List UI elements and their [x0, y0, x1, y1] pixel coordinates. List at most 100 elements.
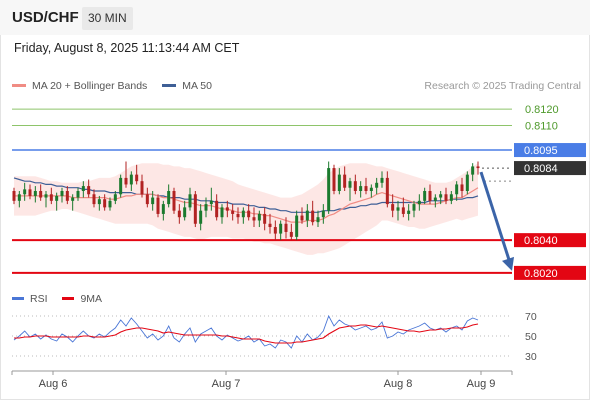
level-tag-label-support: 0.8040: [524, 235, 558, 247]
candle-body: [439, 194, 443, 198]
timeframe-button[interactable]: 30 MIN: [82, 7, 133, 30]
candle-body: [449, 194, 453, 201]
candle-body: [268, 223, 272, 228]
x-tick-label: Aug 6: [39, 378, 68, 390]
symbol-title: USD/CHF: [12, 9, 79, 26]
datetime-text: Friday, August 8, 2025 11:13:44 AM CET: [14, 41, 240, 55]
rsi-legend: RSI 9MA: [12, 293, 102, 305]
level-tag-support: [514, 265, 586, 280]
candle-body: [396, 207, 400, 211]
candle-body: [465, 174, 469, 191]
x-tick-label: Aug 7: [212, 378, 241, 390]
projection-arrow-shaft: [479, 171, 512, 264]
legend-label-rsi: RSI: [30, 293, 48, 305]
candle-body: [28, 189, 32, 196]
candle-body: [193, 194, 197, 224]
rsi-tick-label: 30: [525, 351, 537, 363]
candle-body: [332, 168, 336, 191]
candle-body: [343, 174, 347, 188]
level-tag-support: [514, 233, 586, 248]
candle-body: [460, 184, 464, 191]
ma50-swatch: [162, 83, 177, 87]
candle-body: [71, 197, 75, 201]
candle-body: [252, 217, 256, 221]
level-tag-label-support: 0.8020: [524, 268, 558, 280]
candle-body: [209, 200, 213, 205]
rsi-tick-label: 70: [525, 311, 537, 323]
candle-body: [348, 181, 352, 188]
candle-body: [103, 199, 107, 208]
candle-body: [327, 168, 331, 211]
chart-header: USD/CHF 30 MIN: [0, 0, 590, 35]
candle-body: [113, 194, 117, 201]
candle-body: [407, 210, 411, 214]
candle-body: [129, 174, 133, 185]
candle-body: [39, 191, 43, 198]
candle-body: [433, 197, 437, 201]
candle-body: [135, 174, 139, 182]
level-tag-label-pivot: 0.8095: [524, 145, 558, 157]
candle-body: [172, 191, 176, 211]
candle-body: [17, 194, 21, 201]
candle-body: [140, 181, 144, 195]
candle-body: [455, 184, 459, 195]
price-legend: MA 20 + Bollinger Bands MA 50: [12, 80, 212, 92]
candle-body: [12, 191, 16, 201]
legend-item-rsi: RSI: [12, 293, 48, 305]
candle-body: [119, 177, 123, 195]
ma20-line: [14, 187, 479, 223]
candle-body: [76, 191, 80, 198]
candle-body: [412, 204, 416, 211]
candle-body: [391, 204, 395, 211]
candle-body: [417, 200, 421, 205]
ma20-swatch: [12, 83, 26, 87]
candle-body: [295, 215, 299, 237]
candle-body: [289, 231, 293, 237]
candle-body: [124, 177, 128, 185]
legend-label-9ma: 9MA: [80, 293, 103, 305]
candle-body: [65, 191, 69, 201]
rsi-line: [13, 314, 479, 349]
candle-body: [33, 191, 37, 196]
candle-body: [49, 194, 53, 201]
candle-body: [236, 213, 240, 218]
legend-label-ma20: MA 20 + Bollinger Bands: [32, 80, 148, 92]
candle-body: [60, 191, 64, 196]
candle-body: [476, 166, 480, 169]
rsi-ma-line: [14, 323, 479, 344]
candle-body: [375, 182, 379, 188]
ma50-line: [13, 177, 479, 213]
candle-body: [231, 210, 235, 214]
legend-item-ma50: MA 50: [162, 80, 212, 92]
candle-body: [215, 200, 219, 218]
candle-body: [97, 199, 101, 205]
candle-body: [81, 186, 85, 191]
candle-body: [225, 207, 229, 211]
candle-body: [161, 204, 165, 214]
candle-body: [247, 210, 251, 218]
candle-body: [23, 189, 27, 195]
candle-body: [44, 194, 48, 198]
x-tick-label: Aug 8: [384, 378, 413, 390]
candle-body: [273, 227, 277, 234]
candle-body: [311, 210, 315, 223]
candle-body: [279, 223, 283, 234]
rsi-swatch: [12, 296, 24, 300]
legend-label-ma50: MA 50: [182, 80, 212, 92]
candle-body: [423, 191, 427, 201]
level-tag-pivot: [514, 143, 586, 158]
x-tick-label: Aug 9: [467, 378, 496, 390]
candle-body: [316, 217, 320, 223]
candle-body: [151, 197, 155, 205]
candle-body: [364, 186, 368, 191]
source-credit: Research © 2025 Trading Central: [424, 80, 581, 92]
rsi-tick-label: 50: [525, 331, 537, 343]
candle-body: [145, 194, 149, 205]
candle-body: [183, 207, 187, 218]
candle-body: [471, 166, 475, 175]
last-price-tag: [514, 161, 586, 176]
candle-body: [353, 181, 357, 191]
last-price-tag-label: 0.8084: [524, 163, 558, 175]
candle-body: [444, 194, 448, 201]
